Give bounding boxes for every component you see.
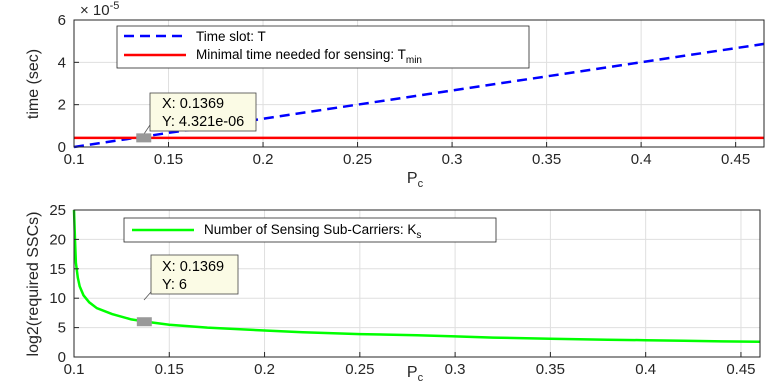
top-datatip-marker[interactable] [136, 133, 152, 143]
top-datatip-y: Y: 4.321e-06 [162, 114, 244, 130]
bottom-x-ticks: 0.1 0.15 0.2 0.25 0.3 0.35 0.4 0.45 [64, 352, 756, 378]
top-datatip-x: X: 0.1369 [162, 96, 224, 112]
x-tick-label: 0.35 [536, 361, 565, 378]
bottom-datatip-pointer [143, 291, 152, 301]
x-tick-label: 0.2 [254, 361, 275, 378]
top-y-exponent: × 10-5 [80, 0, 119, 19]
top-panel: 0.1 0.15 0.2 0.25 0.3 0.35 0.4 0.45 0 2 4 6 × 10-5… [25, 0, 765, 190]
y-tick-label: 0 [58, 349, 66, 366]
x-tick-label: 0.45 [721, 151, 750, 168]
y-tick-label: 20 [49, 231, 66, 248]
x-tick-label: 0.45 [726, 361, 755, 378]
y-tick-label: 2 [58, 97, 66, 114]
x-tick-label: 0.3 [442, 151, 463, 168]
bottom-plot-frame [73, 209, 761, 358]
bottom-datatip-marker[interactable] [136, 317, 152, 327]
y-tick-label: 5 [58, 320, 66, 337]
y-tick-label: 6 [58, 12, 66, 29]
bottom-datatip-x: X: 0.1369 [162, 259, 224, 275]
bottom-datatip-box [150, 254, 239, 295]
legend-label-min-time: Minimal time needed for sensing: Tmin [196, 47, 422, 66]
x-tick-label: 0.15 [154, 151, 183, 168]
bottom-legend: Number of Sensing Sub-Carriers: Ks [123, 217, 497, 243]
top-plot-frame [73, 19, 765, 148]
top-y-ticks: 0 2 4 6 [58, 12, 79, 156]
y-tick-label: 25 [49, 202, 66, 219]
bottom-panel: 0.1 0.15 0.2 0.25 0.3 0.35 0.4 0.45 0510152025 … [25, 202, 761, 384]
top-legend-box [116, 25, 530, 69]
bottom-datatip[interactable]: X: 0.1369 Y: 6 [136, 254, 239, 327]
bottom-y-ticks: 0 5 10 15 20 25 [49, 202, 79, 366]
x-tick-label: 0.3 [445, 361, 466, 378]
top-datatip-pointer [143, 124, 151, 135]
x-tick-label: 0.35 [532, 151, 561, 168]
top-y-axis-label: time (sec) [25, 49, 42, 119]
series-line-1 [72, 209, 761, 343]
y-tick-label: 15 [49, 261, 66, 278]
legend-label-time-slot: Time slot: T [196, 29, 266, 44]
y-tick-label: 0 [58, 139, 66, 156]
top-x-axis-label: Pc [407, 170, 424, 190]
top-legend: Time slot: T Minimal time needed for sen… [116, 25, 530, 69]
top-datatip[interactable]: X: 0.1369 Y: 4.321e-06 [136, 92, 257, 143]
y-tick-label: 4 [58, 54, 66, 71]
bottom-x-axis-label: Pc [407, 364, 424, 384]
bottom-y-axis-label: log2(required SSCs) [25, 212, 42, 357]
x-tick-label: 0.1 [64, 361, 85, 378]
legend-label-sensing-subcarriers: Number of Sensing Sub-Carriers: Ks [204, 222, 421, 241]
bottom-series-layer [72, 209, 761, 343]
y-tick-label: 10 [49, 290, 66, 307]
x-tick-label: 0.4 [635, 361, 656, 378]
top-datatip-box [149, 92, 257, 132]
top-x-ticks: 0.1 0.15 0.2 0.25 0.3 0.35 0.4 0.45 [64, 142, 750, 168]
x-tick-label: 0.1 [64, 151, 85, 168]
x-tick-label: 0.4 [631, 151, 652, 168]
x-tick-label: 0.15 [155, 361, 184, 378]
x-tick-label: 0.2 [253, 151, 274, 168]
x-tick-label: 0.25 [345, 361, 374, 378]
x-tick-label: 0.25 [343, 151, 372, 168]
bottom-datatip-y: Y: 6 [162, 277, 187, 293]
